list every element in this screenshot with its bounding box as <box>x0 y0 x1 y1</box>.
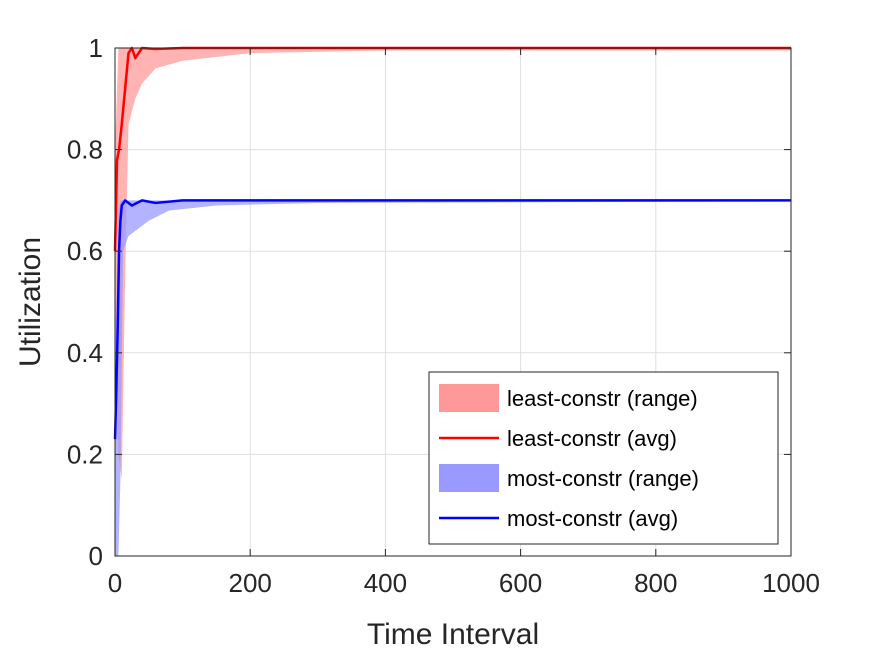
y-tick-label: 0.2 <box>67 439 103 469</box>
plot-box <box>114 47 792 557</box>
x-tick-label: 200 <box>229 568 272 598</box>
grid <box>114 47 792 557</box>
avg-line <box>113 199 791 440</box>
y-tick-label: 0.6 <box>67 236 103 266</box>
axes <box>114 47 792 557</box>
x-tick-label: 1000 <box>762 568 820 598</box>
y-tick-label: 0 <box>89 541 103 571</box>
legend-entry-label: most-constr (avg) <box>507 506 678 531</box>
x-tick-label: 0 <box>108 568 122 598</box>
x-tick-label: 800 <box>634 568 677 598</box>
avg-line <box>113 46 791 252</box>
y-axis-label: Utilization <box>14 237 47 367</box>
plot-series <box>113 46 791 556</box>
y-tick-label: 0.8 <box>67 135 103 165</box>
legend-entry-label: least-constr (avg) <box>507 426 677 451</box>
legend: least-constr (range) least-constr (avg) mo… <box>428 371 779 545</box>
y-tick-label: 1 <box>89 33 103 63</box>
legend-entry-label: most-constr (range) <box>507 466 699 491</box>
x-tick-label: 600 <box>499 568 542 598</box>
tick-labels: 0 200 400 600 800 1000 0 0.2 0.4 0.6 0.8 1 <box>67 33 820 598</box>
legend-swatch <box>439 464 499 492</box>
y-tick-label: 0.4 <box>67 338 103 368</box>
x-axis-label: Time Interval <box>367 618 539 651</box>
legend-swatch <box>439 384 499 412</box>
legend-entry-label: least-constr (range) <box>507 386 698 411</box>
x-tick-label: 400 <box>364 568 407 598</box>
